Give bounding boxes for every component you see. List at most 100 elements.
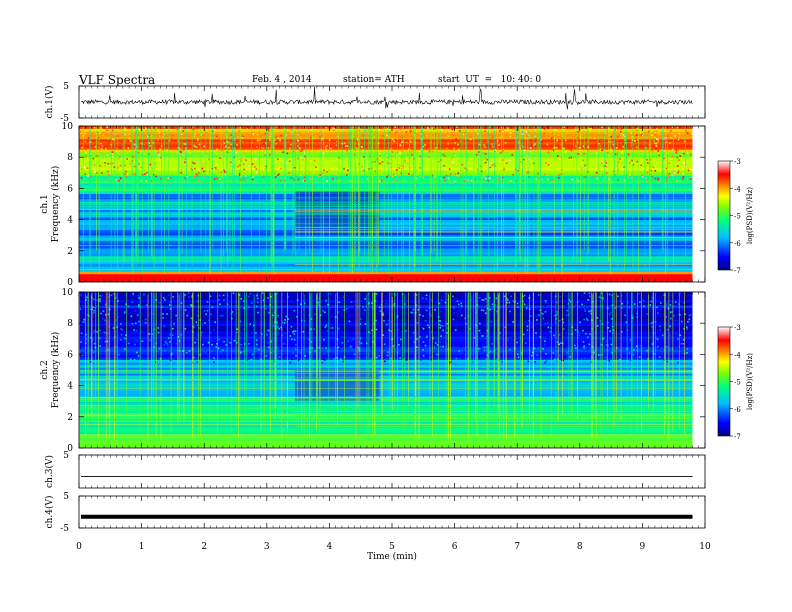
spectrogram-ch2-pixel xyxy=(580,305,583,308)
spectrogram-ch2-pixel xyxy=(522,333,525,336)
spectrogram-ch2-pixel xyxy=(261,333,263,336)
spectrogram-ch1-pixel xyxy=(537,172,539,175)
spectrogram-ch2-pixel xyxy=(674,301,677,303)
spectrogram-ch1-pixel xyxy=(615,147,618,149)
spectrogram-ch1-pixel xyxy=(405,131,408,133)
spectrogram-ch2-pixel xyxy=(565,352,567,355)
spectrogram-ch1-pixel xyxy=(408,148,410,151)
spectrogram-ch2-pixel xyxy=(383,319,385,322)
spectrogram-ch2-pixel xyxy=(370,309,373,312)
spectrogram-ch1-pixel xyxy=(485,165,488,168)
spectrogram-ch2-pixel xyxy=(375,319,377,322)
spectrogram-ch1-pixel xyxy=(657,179,659,181)
spectrogram-ch1-pixel xyxy=(224,173,227,176)
spectrogram-ch1-pixel xyxy=(274,154,276,157)
spectrogram-ch1-pixel xyxy=(89,133,91,135)
spectrogram-ch2-pixel xyxy=(566,305,568,308)
spectrogram-ch2-pixel xyxy=(209,295,212,298)
spectrogram-ch1-pixel xyxy=(638,160,640,163)
spectrogram-ch1-pixel xyxy=(578,127,580,130)
spectrogram-ch2-pixel xyxy=(511,336,514,339)
spectrogram-ch2-pixel xyxy=(583,292,586,294)
spectrogram-ch2-pixel xyxy=(138,304,140,306)
spectrogram-ch2-pixel xyxy=(580,361,582,364)
spectrogram-ch1-pixel xyxy=(546,143,549,146)
spectrogram-ch2-pixel xyxy=(326,354,328,356)
spectrogram-ch2-pixel xyxy=(659,325,661,328)
spectrogram-ch1-pixel xyxy=(264,132,267,135)
spectrogram-ch1-pixel xyxy=(647,130,650,133)
spectrogram-ch2-pixel xyxy=(115,319,118,321)
spectrogram-ch2-pixel xyxy=(419,336,422,338)
spectrogram-ch1-pixel xyxy=(310,159,312,162)
spectrogram-ch1-pixel xyxy=(162,136,165,138)
spectrogram-ch1-pixel xyxy=(577,137,579,139)
spectrogram-ch1-pixel xyxy=(654,170,656,172)
spectrogram-ch2-pixel xyxy=(278,356,281,358)
spectrogram-ch2-pixel xyxy=(657,321,660,324)
spectrogram-ch2-pixel xyxy=(666,360,668,363)
spectrogram-ch2-pixel xyxy=(579,321,581,324)
spectrogram-ch2-pixel xyxy=(473,336,476,339)
spectrogram-ch2-pixel xyxy=(562,359,565,361)
spectrogram-ch1-pixel xyxy=(244,180,246,182)
spectrogram-ch2-pixel xyxy=(171,334,174,336)
spectrogram-ch1-pixel xyxy=(127,135,129,137)
spectrogram-ch2-pixel xyxy=(282,355,284,358)
spectrogram-ch2-pixel xyxy=(329,293,331,295)
spectrogram-ch1-pixel xyxy=(621,136,624,139)
spectrogram-ch2-pixel xyxy=(328,320,331,322)
spectrogram-ch1-pixel xyxy=(662,163,665,165)
spectrogram-ch1-pixel xyxy=(216,163,219,165)
spectrogram-ch2-pixel xyxy=(109,346,111,349)
spectrogram-ch1-pixel xyxy=(486,139,489,142)
spectrogram-ch2-pixel xyxy=(383,343,386,346)
spectrogram-ch1-pixel xyxy=(681,178,684,180)
spectrogram-ch1-pixel xyxy=(223,146,226,149)
spectrogram-ch1-pixel xyxy=(563,147,565,150)
spectrogram-ch2-pixel xyxy=(204,322,206,324)
spectrogram-ch2-pixel xyxy=(92,339,94,341)
spectrogram-ch1-pixel xyxy=(491,143,493,146)
spectrogram-ch1-pixel xyxy=(214,167,217,169)
spectrogram-ch1-pixel xyxy=(359,129,362,132)
spectrogram-ch1-pixel xyxy=(483,144,485,147)
spectrogram-ch2-pixel xyxy=(169,341,171,343)
spectrogram-ch2-pixel xyxy=(508,301,511,304)
spectrogram-ch1-pixel xyxy=(678,169,680,172)
spectrogram-ch1-pixel xyxy=(409,140,412,143)
spectrogram-ch2-pixel xyxy=(80,303,83,306)
spectrogram-ch2-pixel xyxy=(542,348,544,350)
spectrogram-ch1-pixel xyxy=(444,131,447,133)
spectrogram-ch1-pixel xyxy=(169,176,172,179)
spectrogram-ch2-pixel xyxy=(589,295,591,298)
spectrogram-ch2-pixel xyxy=(280,326,283,329)
spectrogram-ch2-pixel xyxy=(501,308,504,310)
spectrogram-ch1-pixel xyxy=(232,170,235,172)
spectrogram-ch1-pixel xyxy=(105,148,107,150)
spectrogram-ch2-pixel xyxy=(673,347,675,350)
spectrogram-ch2-pixel xyxy=(207,361,210,363)
spectrogram-ch1-pixel xyxy=(332,127,334,130)
spectrogram-ch1-pixel xyxy=(340,158,342,160)
spectrogram-ch2-pixel xyxy=(297,357,300,360)
spectrogram-ch2-pixel xyxy=(81,327,83,329)
spectrogram-ch2-pixel xyxy=(659,298,661,301)
spectrogram-ch1-pixel xyxy=(267,128,270,130)
spectrogram-ch2-pixel xyxy=(434,309,436,311)
spectrogram-ch1-pixel xyxy=(138,128,141,130)
spectrogram-ch2-pixel xyxy=(188,350,191,352)
spectrogram-ch1-pixel xyxy=(223,142,226,144)
spectrogram-ch1-pixel xyxy=(476,133,479,136)
spectrogram-ch1-pixel xyxy=(356,139,359,141)
spectrogram-ch2-pixel xyxy=(279,347,282,350)
spectrogram-ch2-pixel xyxy=(353,306,356,308)
spectrogram-ch1-pixel xyxy=(397,157,400,159)
spectrogram-ch1-pixel xyxy=(457,175,460,177)
spectrogram-ch1-pixel xyxy=(336,162,339,165)
spectrogram-ch1-pixel xyxy=(177,152,180,154)
spectrogram-ch2-pixel xyxy=(246,358,248,361)
spectrogram-ch2-pixel xyxy=(192,356,195,359)
spectrogram-ch1-pixel xyxy=(219,166,221,169)
spectrogram-ch1-pixel xyxy=(449,156,452,158)
